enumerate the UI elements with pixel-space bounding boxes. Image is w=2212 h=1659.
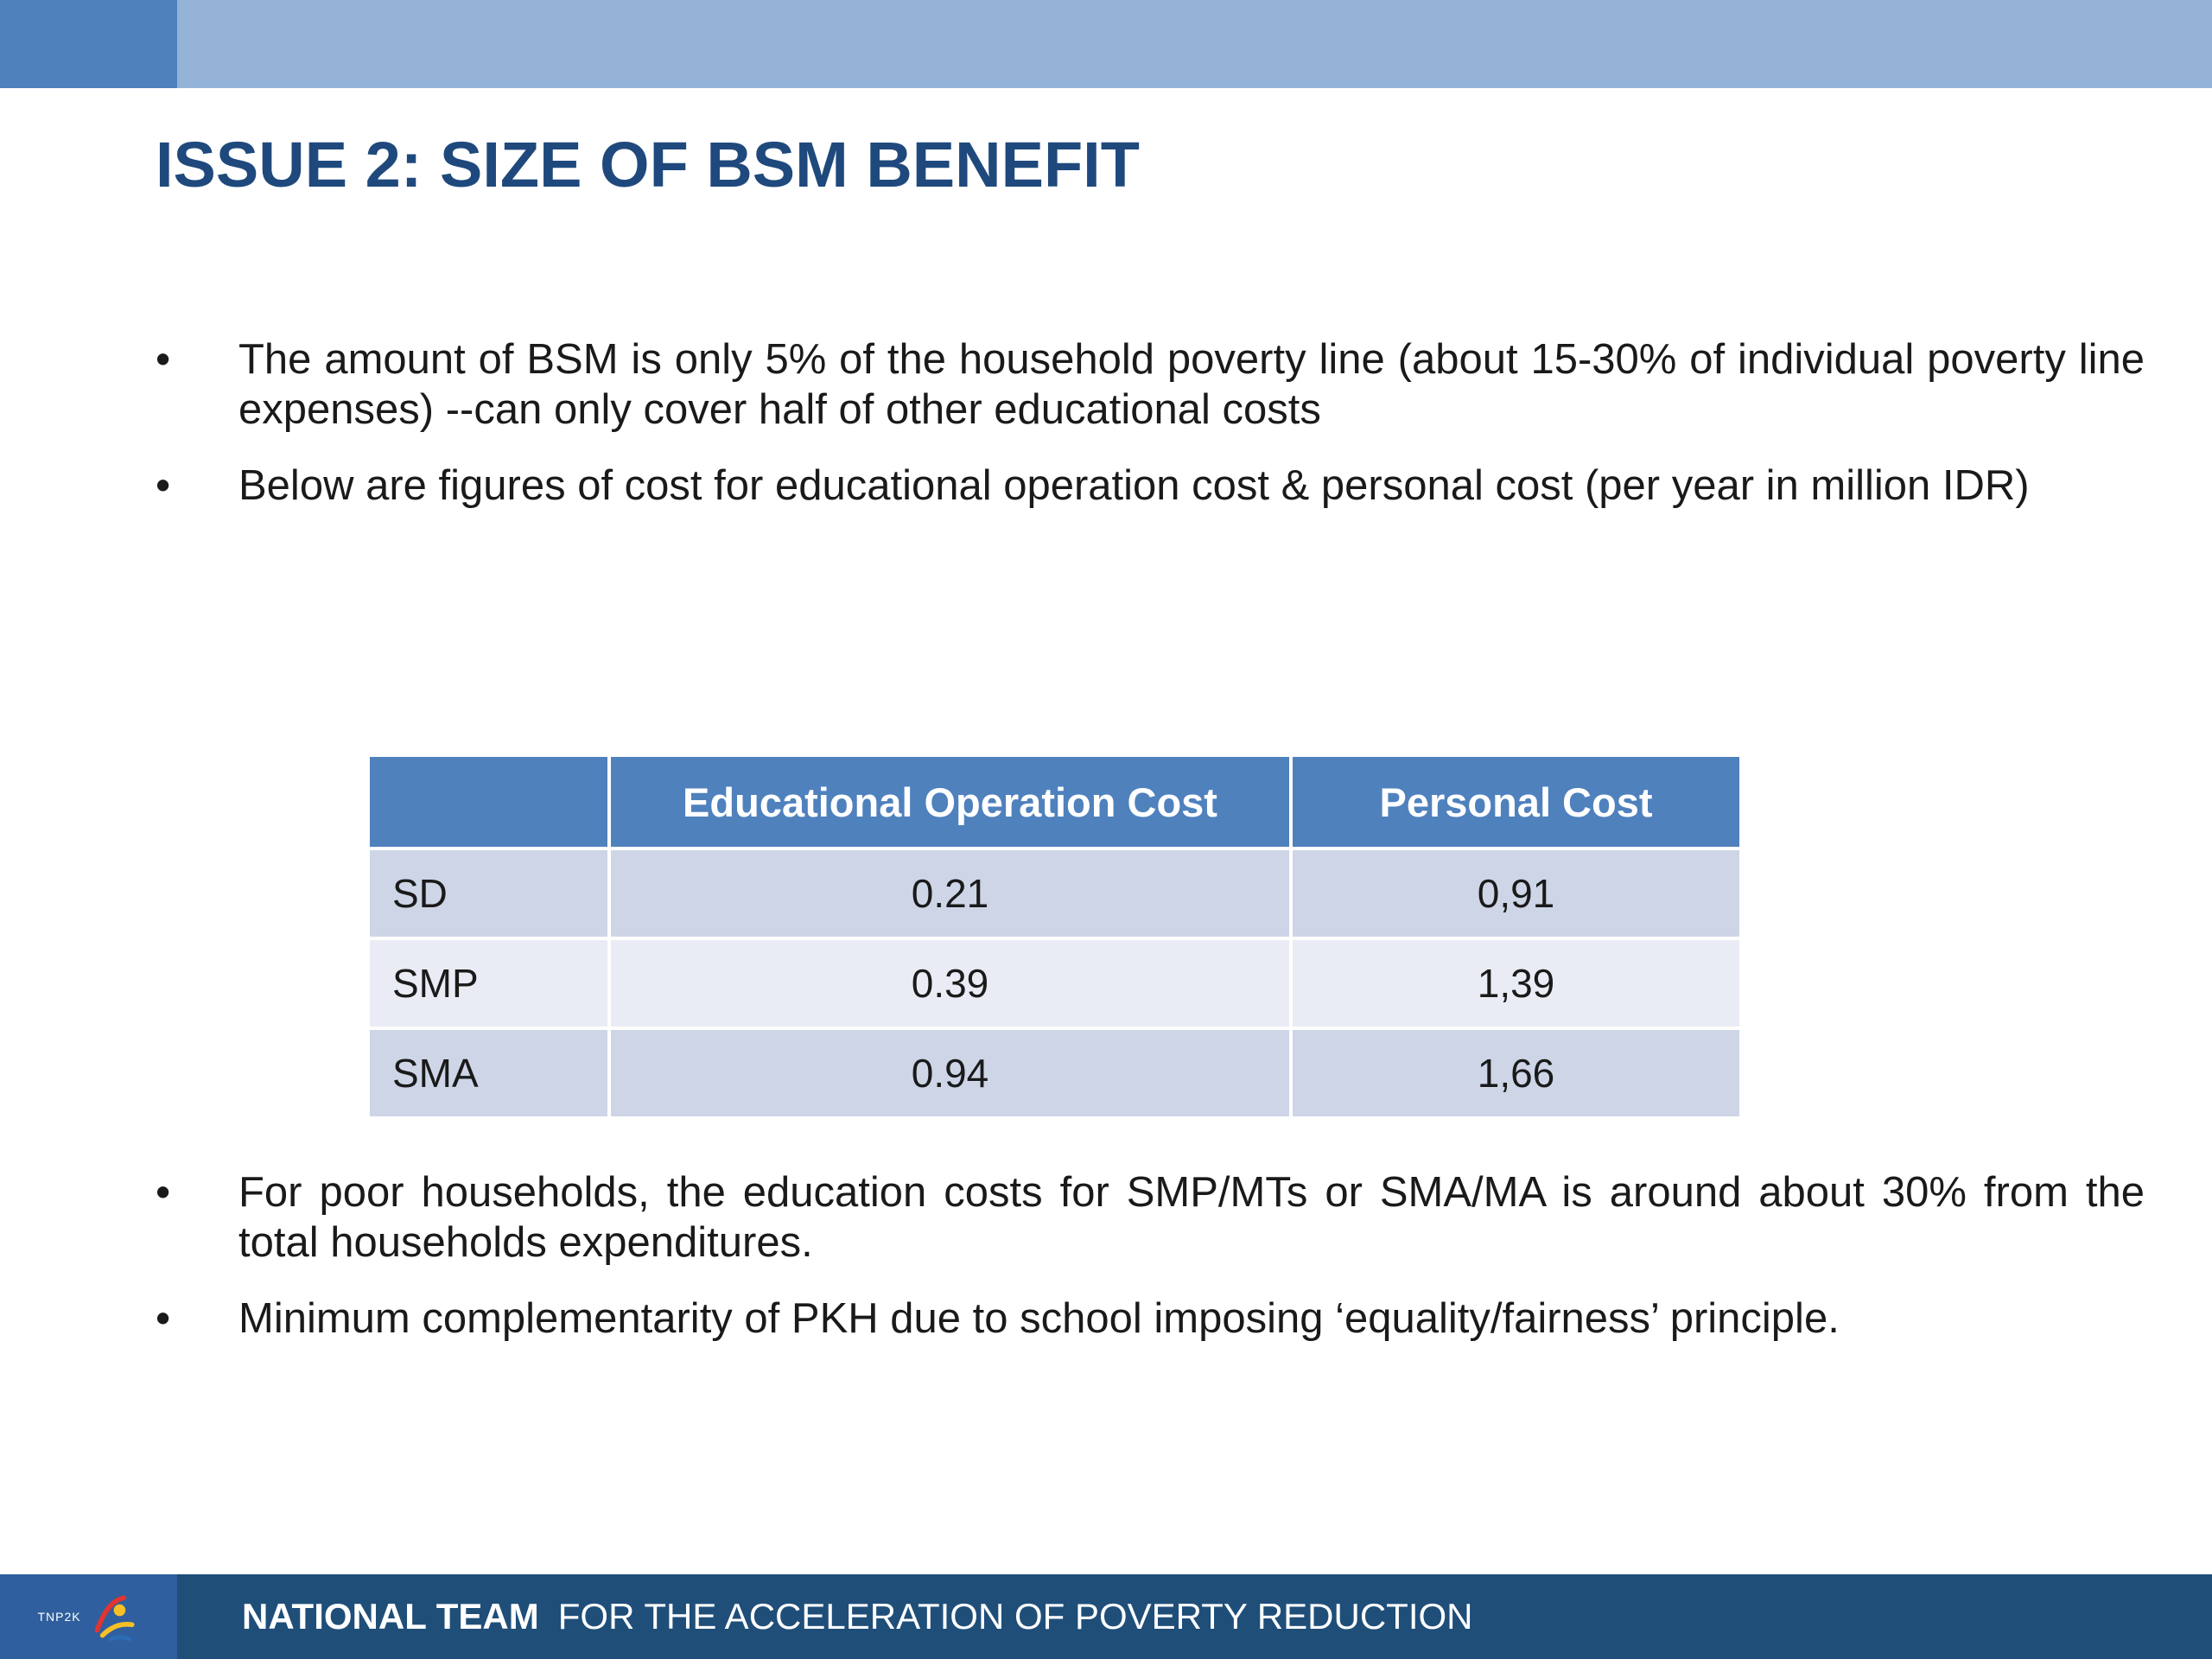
table-cell: 1,39: [1293, 940, 1739, 1027]
footer-team-label: NATIONAL TEAM: [242, 1596, 539, 1637]
footer-bar: TNP2K NATIONAL TEAM FOR THE ACCELERATION…: [0, 1574, 2212, 1659]
table-row-label: SMP: [370, 940, 607, 1027]
bullet-icon: •: [156, 336, 171, 383]
bullet-text: The amount of BSM is only 5% of the hous…: [238, 336, 2145, 433]
list-item: • Below are figures of cost for educatio…: [156, 461, 2145, 512]
list-item: • For poor households, the education cos…: [156, 1168, 2145, 1268]
bullet-icon: •: [156, 1294, 171, 1342]
footer-logo-box: TNP2K: [0, 1574, 177, 1659]
bullet-list-bottom: • For poor households, the education cos…: [156, 1168, 2145, 1370]
table-header-operation-cost: Educational Operation Cost: [611, 757, 1289, 847]
table-row-label: SMA: [370, 1030, 607, 1116]
bullet-icon: •: [156, 461, 171, 509]
tnp2k-logo-icon: [94, 1595, 135, 1642]
table-cell: 0.21: [611, 850, 1289, 937]
bullet-text: Below are figures of cost for educationa…: [238, 461, 2030, 509]
cost-table: Educational Operation Cost Personal Cost…: [370, 757, 1739, 1116]
footer-subtitle: FOR THE ACCELERATION OF POVERTY REDUCTIO…: [557, 1596, 1473, 1637]
table-cell: 0.94: [611, 1030, 1289, 1116]
tnp2k-logo-label: TNP2K: [37, 1610, 81, 1624]
table-cell: 0,91: [1293, 850, 1739, 937]
table-header-empty: [370, 757, 607, 847]
bullet-text: For poor households, the education costs…: [238, 1169, 2145, 1266]
table-cell: 1,66: [1293, 1030, 1739, 1116]
table-row-label: SD: [370, 850, 607, 937]
table-header-personal-cost: Personal Cost: [1293, 757, 1739, 847]
top-accent-square: [0, 0, 177, 88]
list-item: • The amount of BSM is only 5% of the ho…: [156, 335, 2145, 435]
top-accent-band: [0, 0, 2212, 88]
bullet-list-top: • The amount of BSM is only 5% of the ho…: [156, 335, 2145, 537]
bullet-text: Minimum complementarity of PKH due to sc…: [238, 1294, 1840, 1342]
footer-text: NATIONAL TEAM FOR THE ACCELERATION OF PO…: [242, 1574, 1472, 1659]
list-item: • Minimum complementarity of PKH due to …: [156, 1294, 2145, 1344]
bullet-icon: •: [156, 1169, 171, 1216]
page-title: ISSUE 2: SIZE OF BSM BENEFIT: [156, 129, 1140, 200]
table-cell: 0.39: [611, 940, 1289, 1027]
